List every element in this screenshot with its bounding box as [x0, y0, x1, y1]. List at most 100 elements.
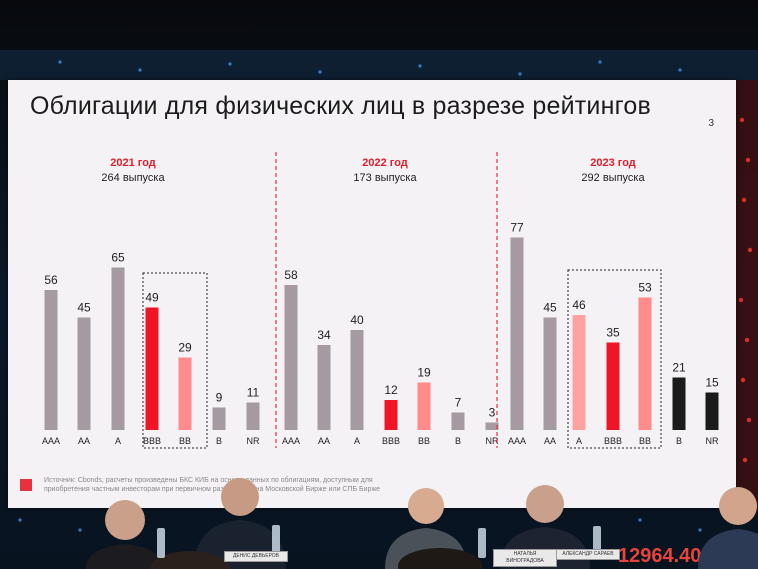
bar — [77, 317, 91, 430]
bar-value-label: 45 — [77, 301, 91, 315]
bar-value-label: 40 — [350, 313, 364, 327]
bar — [543, 317, 557, 430]
category-label: BB — [639, 436, 651, 446]
bar — [606, 342, 620, 430]
group-year-label: 2021 год — [110, 157, 156, 169]
led-dot — [598, 60, 602, 64]
water-bottle — [478, 528, 486, 558]
bar — [44, 290, 58, 430]
led-dot — [742, 457, 748, 463]
category-label: NR — [486, 436, 499, 446]
speaker-name-card: АЛЕКСАНДР САРАЕВ — [556, 549, 620, 560]
led-dot — [18, 518, 22, 522]
speaker-head — [719, 487, 757, 525]
bar-value-label: 58 — [284, 268, 298, 282]
bar-value-label: 3 — [489, 406, 496, 420]
group-count-label: 173 выпуска — [353, 172, 417, 184]
category-label: B — [455, 436, 461, 446]
bar — [350, 330, 364, 430]
red-led-panel — [736, 80, 758, 510]
bar — [572, 315, 586, 430]
bar-value-label: 45 — [543, 301, 557, 315]
led-dot — [58, 60, 62, 64]
bar-value-label: 29 — [178, 341, 192, 355]
category-label: A — [354, 436, 360, 446]
bar-value-label: 7 — [455, 396, 462, 410]
water-bottle — [272, 525, 280, 555]
bar — [212, 407, 226, 430]
bar — [672, 377, 686, 430]
led-dot — [678, 68, 682, 72]
bar-value-label: 56 — [44, 273, 58, 287]
category-label: AAA — [42, 436, 60, 446]
led-dot — [738, 297, 744, 303]
highlight-box — [567, 269, 662, 449]
led-dot — [747, 247, 753, 253]
bar-value-label: 34 — [317, 328, 331, 342]
source-marker-icon — [20, 479, 32, 491]
bar — [705, 392, 719, 430]
category-label: AAA — [282, 436, 300, 446]
slide-title: Облигации для физических лиц в разрезе р… — [30, 92, 651, 120]
led-dot — [228, 62, 232, 66]
led-dot — [741, 197, 747, 203]
speaker-name-card: ДЕНИС ДЕВЬЕРОВ — [224, 551, 288, 562]
bar — [384, 400, 398, 430]
bar — [451, 412, 465, 430]
bar-value-label: 65 — [111, 251, 125, 265]
bar — [510, 237, 524, 430]
bar-value-label: 15 — [705, 376, 719, 390]
group-year-label: 2023 год — [590, 157, 636, 169]
bar-value-label: 46 — [572, 298, 586, 312]
led-dot — [638, 518, 642, 522]
led-dot — [418, 64, 422, 68]
bar — [317, 345, 331, 430]
category-label: AA — [78, 436, 90, 446]
led-dot — [746, 417, 752, 423]
category-label: AAA — [508, 436, 526, 446]
audience-head — [398, 548, 482, 569]
category-label: BBB — [143, 436, 161, 446]
group-year-label: 2022 год — [362, 157, 408, 169]
speaker-name-card: НАТАЛЬЯ ВИНОГРАДОВА — [493, 549, 557, 567]
category-label: BBB — [604, 436, 622, 446]
category-label: NR — [247, 436, 260, 446]
category-label: BBB — [382, 436, 400, 446]
led-dot — [698, 528, 702, 532]
led-dot — [138, 68, 142, 72]
bar — [284, 285, 298, 430]
category-label: B — [676, 436, 682, 446]
led-dot — [318, 70, 322, 74]
group-count-label: 292 выпуска — [581, 172, 645, 184]
bar-value-label: 21 — [672, 361, 686, 375]
ticker-readout: 12964.40 — [618, 545, 701, 567]
audience-head — [150, 551, 230, 569]
speaker-body — [86, 544, 164, 569]
bar — [638, 297, 652, 430]
bar — [485, 422, 499, 430]
led-dot — [518, 72, 522, 76]
led-dot — [744, 337, 750, 343]
category-label: B — [216, 436, 222, 446]
water-bottle — [593, 526, 601, 556]
bar-value-label: 11 — [247, 386, 260, 400]
bar — [246, 402, 260, 430]
led-dot — [739, 117, 745, 123]
speaker-head — [526, 485, 564, 523]
category-label: A — [115, 436, 121, 446]
bar-value-label: 49 — [145, 291, 159, 305]
speaker-head — [408, 488, 444, 524]
category-label: NR — [706, 436, 719, 446]
presentation-slide: Облигации для физических лиц в разрезе р… — [8, 80, 736, 508]
bar — [145, 307, 159, 430]
speaker-head — [221, 478, 259, 516]
speaker-body — [698, 529, 758, 569]
led-dot — [740, 377, 746, 383]
water-bottle — [157, 528, 165, 558]
category-label: BB — [179, 436, 191, 446]
group-count-label: 264 выпуска — [101, 172, 165, 184]
bar — [178, 357, 192, 430]
bar-value-label: 53 — [638, 281, 652, 295]
